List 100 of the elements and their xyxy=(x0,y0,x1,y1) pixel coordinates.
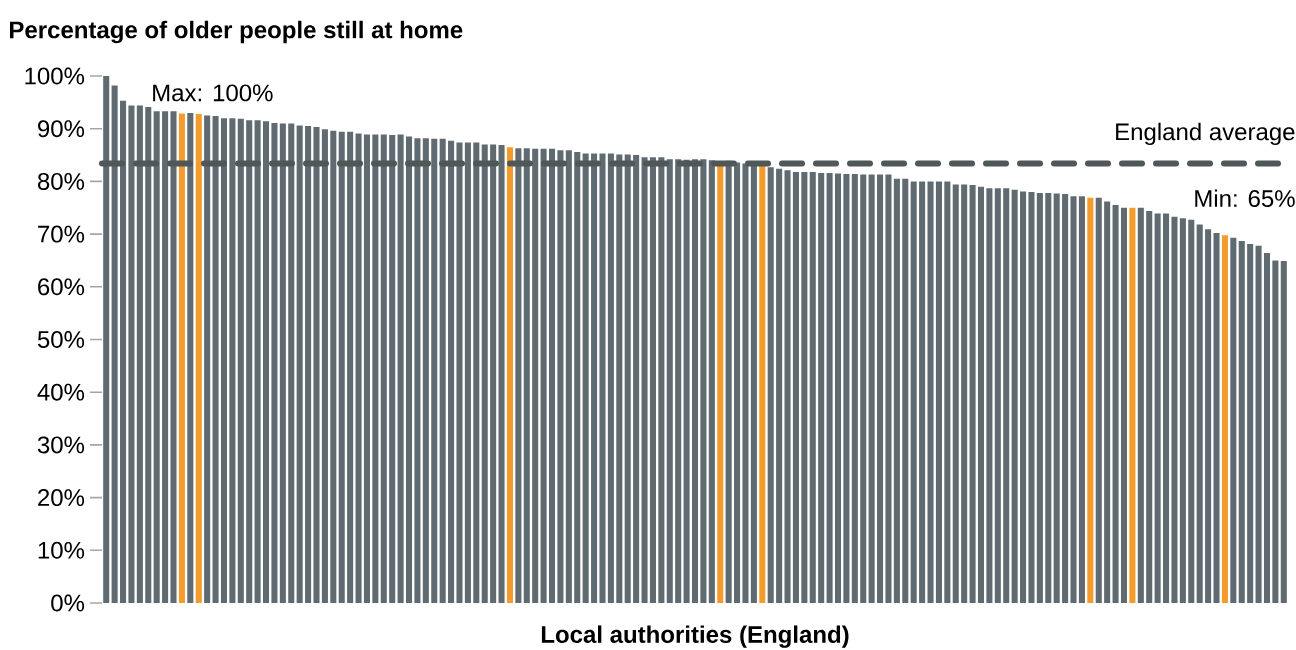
bar xyxy=(372,134,379,603)
bar xyxy=(1238,240,1245,603)
bar xyxy=(338,131,345,603)
annotation: Min: 65% xyxy=(1195,189,1295,208)
bar xyxy=(305,126,312,603)
bar xyxy=(624,154,631,603)
bar xyxy=(271,122,278,603)
bar xyxy=(927,181,934,603)
bar xyxy=(919,181,926,603)
bar xyxy=(187,112,194,603)
bar xyxy=(675,159,682,603)
bar xyxy=(1272,260,1279,603)
bar xyxy=(347,131,354,603)
bar xyxy=(1230,237,1237,603)
bar xyxy=(599,153,606,603)
bar xyxy=(574,151,581,603)
bar xyxy=(809,171,816,603)
bar xyxy=(540,148,547,603)
bar xyxy=(263,121,270,603)
bar xyxy=(1263,253,1271,603)
x-axis-title: Local authorities (England) xyxy=(541,625,849,648)
bar xyxy=(877,174,884,603)
y-tick-label: 40% xyxy=(37,383,85,401)
bar xyxy=(111,85,118,603)
bar xyxy=(1163,213,1170,603)
bar xyxy=(523,148,530,603)
ref-line-label: England average xyxy=(1116,122,1295,146)
bar xyxy=(532,148,539,603)
bar xyxy=(380,134,387,603)
bar xyxy=(994,188,1001,603)
bar xyxy=(1146,210,1153,603)
bar xyxy=(1036,192,1043,603)
y-tick-label: 90% xyxy=(38,120,85,138)
bar xyxy=(1087,197,1094,603)
bar xyxy=(363,134,370,603)
bar xyxy=(1095,197,1102,603)
y-tick-label: 80% xyxy=(37,172,85,190)
y-tick-label: 60% xyxy=(38,278,85,296)
bar xyxy=(826,172,833,603)
bar xyxy=(935,181,942,603)
bar xyxy=(1280,260,1287,603)
bar xyxy=(1129,207,1136,603)
bar xyxy=(506,147,513,603)
bar xyxy=(1188,219,1195,603)
y-tick-label: 50% xyxy=(37,331,85,348)
bar xyxy=(708,160,715,603)
bar xyxy=(818,172,825,603)
bar xyxy=(229,118,236,603)
bar xyxy=(1213,233,1220,603)
bar xyxy=(742,163,749,603)
bar xyxy=(750,164,757,603)
bar xyxy=(1196,224,1203,603)
bar xyxy=(220,118,227,603)
bar xyxy=(969,185,976,603)
y-tick-label: 0% xyxy=(51,594,85,612)
bar xyxy=(1205,229,1212,603)
bar xyxy=(1020,191,1027,603)
bar xyxy=(162,111,169,603)
bar xyxy=(120,100,127,603)
bar xyxy=(952,184,959,603)
bar xyxy=(784,170,791,603)
bar xyxy=(767,167,774,603)
bar xyxy=(414,138,421,603)
bar xyxy=(1112,205,1119,603)
bar xyxy=(321,129,328,603)
bar xyxy=(448,140,455,603)
bar xyxy=(1070,196,1077,603)
bar xyxy=(658,157,665,603)
bar xyxy=(1154,213,1161,603)
bar xyxy=(885,174,892,603)
bar xyxy=(136,105,143,603)
bar xyxy=(515,148,522,603)
bar xyxy=(582,153,589,603)
bar xyxy=(254,120,261,603)
bar xyxy=(860,174,867,603)
bar xyxy=(490,144,497,603)
bar xyxy=(288,123,295,603)
bar xyxy=(1179,218,1186,603)
bar xyxy=(128,105,135,603)
bar xyxy=(843,174,850,603)
bar xyxy=(776,168,783,603)
bar xyxy=(355,133,362,603)
bar xyxy=(498,145,505,603)
bar xyxy=(591,153,598,603)
bar xyxy=(170,111,177,603)
bar xyxy=(649,157,656,603)
bar xyxy=(178,113,185,603)
bar xyxy=(1137,207,1144,603)
bar xyxy=(616,154,623,603)
bar xyxy=(246,120,253,603)
y-tick-label: 100% xyxy=(25,67,85,85)
bar xyxy=(1003,188,1010,603)
bar xyxy=(1062,194,1069,603)
bar xyxy=(481,144,488,603)
bar xyxy=(204,115,211,603)
bar xyxy=(237,118,244,603)
y-tick-label: 30% xyxy=(37,436,85,454)
bar xyxy=(851,174,858,603)
bar xyxy=(279,123,286,603)
bar xyxy=(422,138,429,603)
